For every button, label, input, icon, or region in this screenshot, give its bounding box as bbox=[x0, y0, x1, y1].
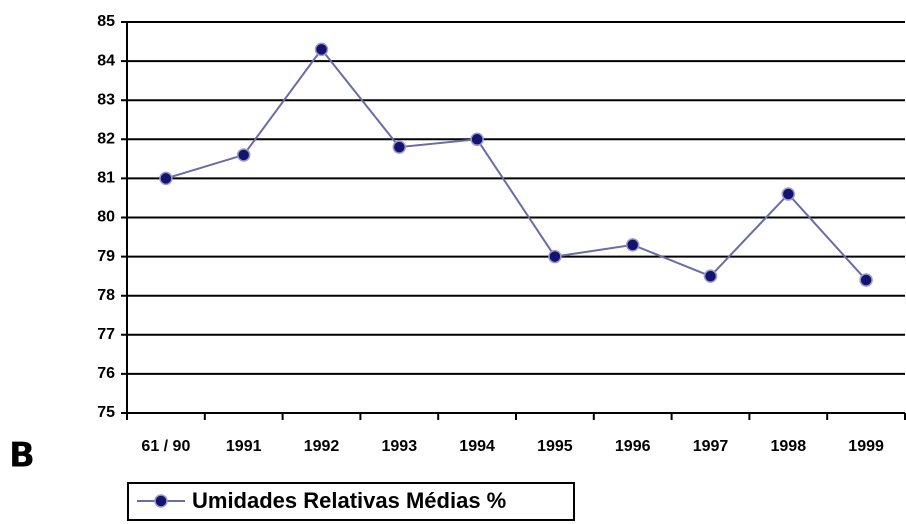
y-tick-label: 78 bbox=[97, 287, 115, 304]
y-tick-label: 75 bbox=[97, 404, 115, 421]
x-tick-label: 1991 bbox=[226, 438, 262, 455]
y-tick-label: 77 bbox=[97, 326, 115, 343]
legend-box bbox=[127, 482, 575, 521]
data-point bbox=[625, 238, 640, 252]
panel-label: B bbox=[9, 436, 35, 476]
legend-marker bbox=[154, 494, 168, 508]
x-tick-label: 1999 bbox=[848, 438, 884, 455]
data-point bbox=[703, 269, 718, 283]
data-point bbox=[859, 273, 873, 287]
x-tick-label: 1997 bbox=[693, 438, 729, 455]
y-tick-label: 76 bbox=[97, 365, 115, 382]
y-tick-label: 80 bbox=[97, 209, 115, 226]
x-tick-label: 1995 bbox=[537, 438, 573, 455]
x-tick-label: 1993 bbox=[382, 438, 418, 455]
series-line bbox=[165, 47, 867, 281]
data-point bbox=[548, 249, 562, 264]
x-tick-label: 1992 bbox=[304, 438, 340, 455]
y-tick-label: 79 bbox=[97, 248, 115, 265]
data-point bbox=[314, 42, 329, 57]
y-tick-label: 84 bbox=[97, 52, 115, 69]
x-tick-label: 1994 bbox=[459, 438, 495, 455]
y-tick-label: 82 bbox=[97, 131, 115, 148]
x-tick-label: 1998 bbox=[771, 438, 807, 455]
y-tick-label: 83 bbox=[97, 91, 115, 108]
legend-label: Umidades Relativas Médias % bbox=[192, 488, 506, 513]
y-tick-label: 81 bbox=[97, 170, 115, 187]
data-point bbox=[392, 140, 407, 154]
data-point bbox=[159, 171, 173, 186]
data-point bbox=[781, 187, 796, 201]
y-tick-label: 85 bbox=[97, 13, 115, 30]
x-tick-label: 1996 bbox=[615, 438, 651, 455]
data-point bbox=[470, 132, 484, 147]
x-tick-label: 61 / 90 bbox=[141, 438, 190, 455]
data-point bbox=[236, 148, 251, 162]
